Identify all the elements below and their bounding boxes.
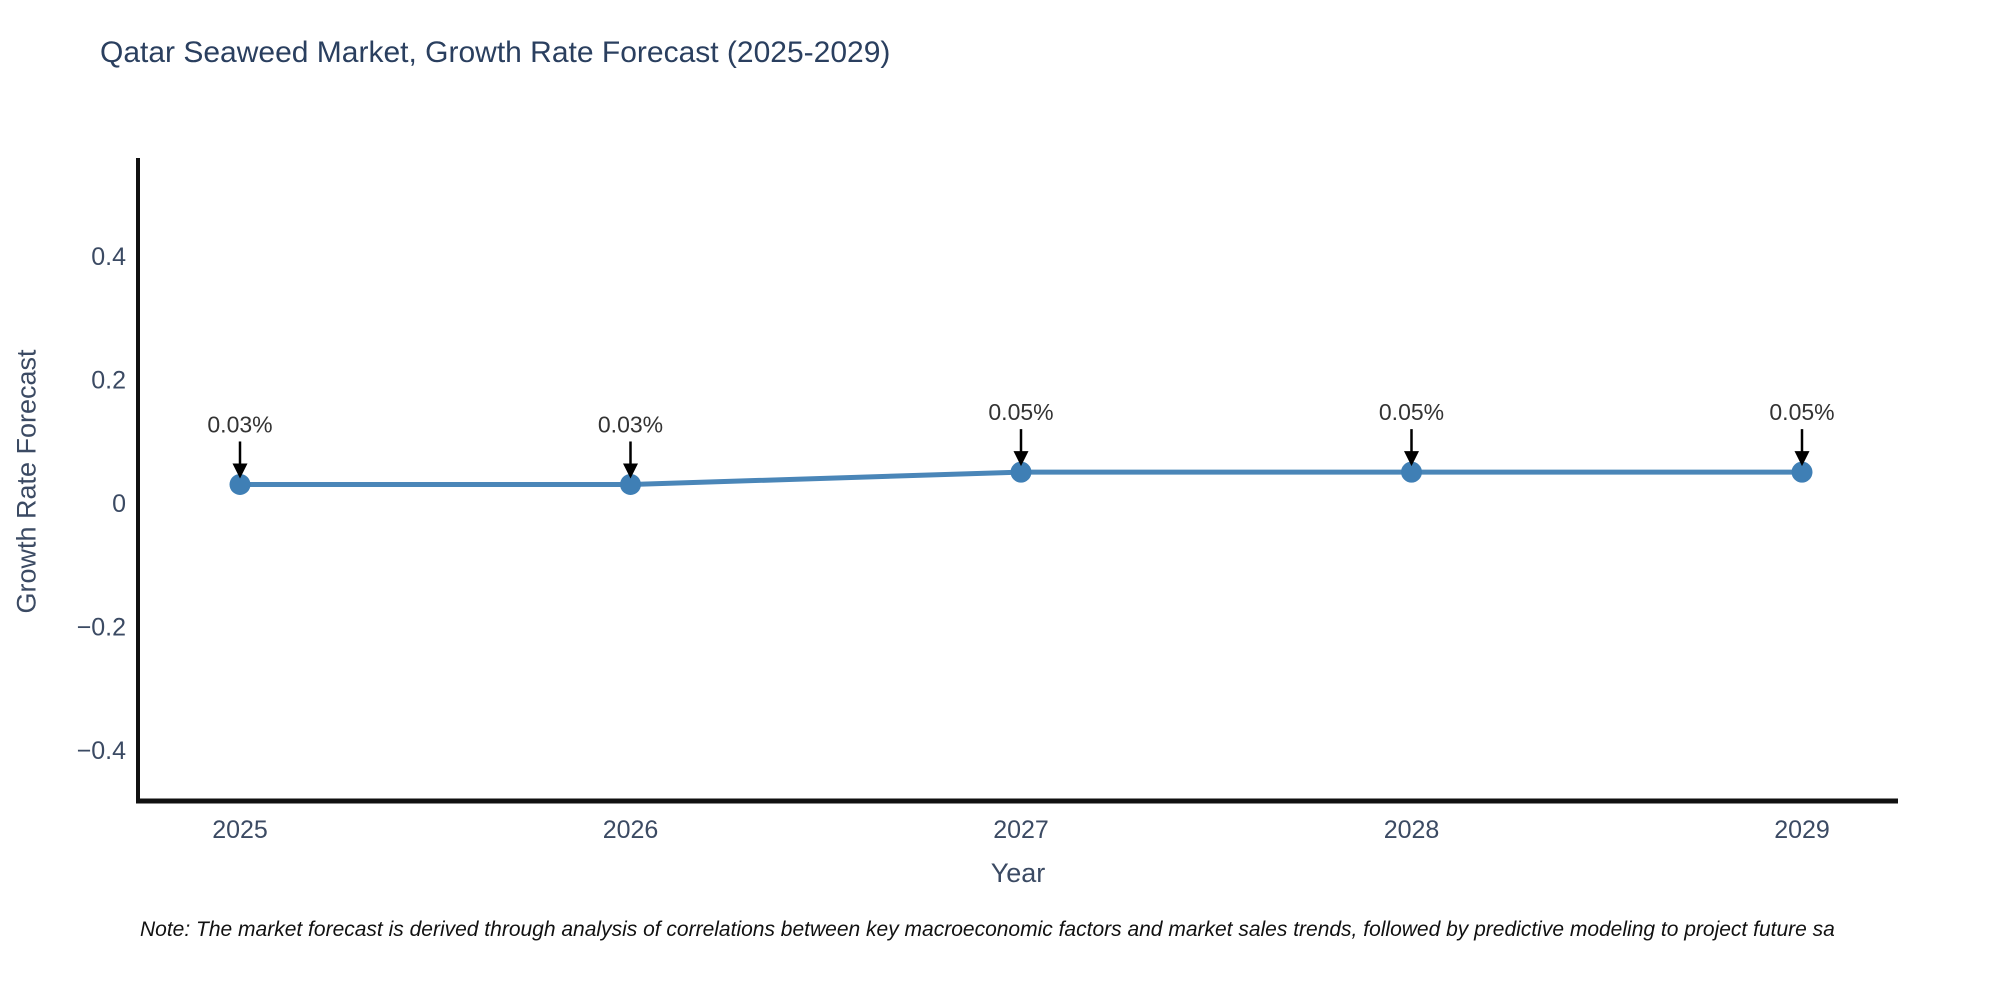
y-tick-label: −0.4 (77, 737, 126, 765)
annotation-label: 0.05% (1379, 399, 1444, 425)
annotation-arrow-head (232, 463, 248, 479)
y-tick-label: 0 (112, 490, 126, 518)
annotation-arrow-head (1013, 451, 1029, 467)
x-tick-label: 2026 (603, 816, 659, 844)
annotation-label: 0.05% (988, 399, 1053, 425)
footnote: Note: The market forecast is derived thr… (140, 918, 1835, 941)
annotation-arrow-head (1404, 451, 1419, 467)
y-tick-label: −0.2 (77, 614, 126, 642)
x-tick-label: 2027 (993, 816, 1049, 844)
chart-title: Qatar Seaweed Market, Growth Rate Foreca… (100, 36, 891, 69)
data-point-marker (620, 473, 641, 495)
x-tick-label: 2029 (1774, 816, 1830, 844)
y-tick-label: 0.4 (91, 243, 126, 271)
data-point-marker (1010, 461, 1032, 483)
annotation-arrow-head (623, 463, 638, 479)
annotation-label: 0.03% (207, 411, 272, 437)
x-tick-label: 2025 (212, 816, 268, 844)
data-point-marker (1401, 461, 1422, 483)
annotation-arrow-head (1794, 451, 1810, 467)
annotation-label: 0.05% (1769, 399, 1834, 425)
annotation-label: 0.03% (598, 411, 663, 437)
x-tick-label: 2028 (1384, 816, 1440, 844)
x-axis-title: Year (990, 858, 1046, 888)
data-point-marker (229, 473, 251, 495)
y-tick-label: 0.2 (91, 367, 126, 395)
data-point-marker (1791, 461, 1813, 483)
